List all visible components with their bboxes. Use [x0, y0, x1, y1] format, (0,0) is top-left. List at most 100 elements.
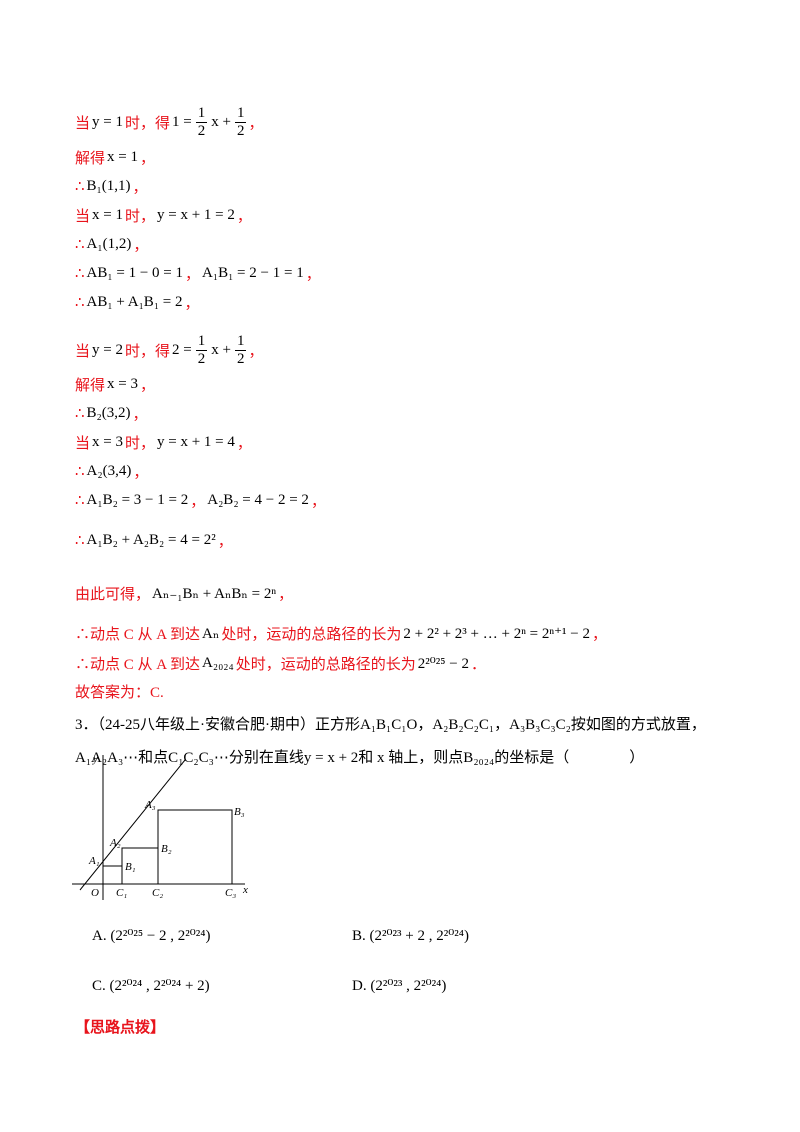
option: C. (2²⁰²⁴ , 2²⁰²⁴ + 2): [92, 978, 210, 994]
math: AB₁ = 1 − 0 = 1: [86, 265, 183, 281]
math: x = 1: [107, 149, 138, 165]
math: B₁(1,1): [86, 178, 131, 194]
denominator: 2: [236, 351, 245, 367]
text: ，: [132, 180, 148, 196]
text: 时，: [124, 209, 155, 225]
math: y = x + 1 = 2: [157, 207, 235, 223]
question-line: A₁A₂A₃⋯和点C₁C₂C₃⋯分别在直线y = x + 2和 x 轴上，则点B…: [75, 750, 645, 766]
text: ∴: [75, 533, 85, 549]
fig-label: B₂: [161, 843, 172, 855]
fig-label: A₃: [144, 799, 156, 811]
text: ，: [133, 465, 149, 481]
solution-line: ∴ A₁B₂ + A₂B₂ = 4 = 2²，: [75, 530, 233, 551]
text: ，: [248, 344, 264, 360]
solution-line: ∴ AB₁ = 1 − 0 = 1， A₁B₁ = 2 − 1 = 1，: [75, 263, 321, 284]
math: 1 =: [172, 114, 192, 130]
math: x = 3: [92, 434, 123, 450]
math: A₂B₂ = 4 − 2 = 2: [207, 492, 309, 508]
math: x +: [211, 342, 231, 358]
text: ，: [139, 151, 155, 167]
text: ，: [139, 378, 155, 394]
solution-line: ∴ B₁(1,1)，: [75, 176, 148, 197]
math: x = 3: [107, 376, 138, 392]
text: 由此可得，: [75, 587, 151, 603]
option: B. (2²⁰²³ + 2 , 2²⁰²⁴): [352, 928, 469, 944]
solution-line: 解得 x = 1，: [75, 147, 155, 168]
text: ∴: [75, 464, 85, 480]
figure: y x O A₁ A₂ A₃ B₁ B₂ B₃ C₁ C₂ C₃: [72, 753, 248, 900]
numerator: 1: [195, 333, 208, 351]
text: ∴动点 C 从 A 到达: [75, 627, 201, 643]
solution-line: 解得 x = 3，: [75, 374, 155, 395]
text: ．: [471, 657, 487, 673]
fig-label: y: [92, 753, 98, 765]
text: ，: [236, 436, 252, 452]
text: 当: [75, 436, 91, 452]
denominator: 2: [197, 351, 206, 367]
text: ，: [305, 267, 321, 283]
text: 时，得: [124, 344, 170, 360]
math: y = x + 1 = 4: [157, 434, 235, 450]
fig-label: A₂: [109, 837, 121, 849]
math: Aₙ: [202, 626, 220, 642]
fig-label: C₃: [225, 887, 236, 899]
text: ∴动点 C 从 A 到达: [75, 657, 201, 673]
text: 故答案为：C.: [75, 685, 164, 701]
math: Aₙ₋₁Bₙ + AₙBₙ = 2ⁿ: [152, 586, 277, 602]
text: ，: [236, 209, 252, 225]
solution-line: ∴动点 C 从 A 到达 A₂₀₂₄ 处时，运动的总路径的长为 2²⁰²⁵ − 2 ．: [75, 653, 486, 674]
solution-line: 由此可得， Aₙ₋₁Bₙ + AₙBₙ = 2ⁿ，: [75, 583, 293, 604]
fig-label: O: [91, 887, 99, 899]
fig-label: C₁: [116, 887, 127, 899]
math: AB₁ + A₁B₁ = 2: [86, 294, 183, 310]
text: 处时，运动的总路径的长为: [221, 627, 402, 643]
math: 2 =: [172, 342, 192, 358]
solution-line: ∴ A₂(3,4)，: [75, 461, 148, 482]
math: A₁B₂ + A₂B₂ = 4 = 2²: [86, 532, 216, 548]
math: A₁B₂ = 3 − 1 = 2: [86, 492, 189, 508]
text: ∴: [75, 406, 85, 422]
math: B₂(3,2): [86, 405, 131, 421]
text: ，: [217, 534, 233, 550]
text: ∴: [75, 237, 85, 253]
text: ，: [185, 267, 201, 283]
fig-label: C₂: [152, 887, 163, 899]
text: ，: [133, 238, 149, 254]
text: ，: [190, 494, 206, 510]
text: ∴: [75, 266, 85, 282]
option: A. (2²⁰²⁵ − 2 , 2²⁰²⁴): [92, 928, 211, 944]
math: x = 1: [92, 207, 123, 223]
text: ，: [132, 407, 148, 423]
fig-label: B₁: [125, 861, 136, 873]
denominator: 2: [197, 123, 206, 139]
solution-line: ∴ B₂(3,2)，: [75, 403, 148, 424]
question-line: 3．（24-25八年级上·安徽合肥·期中）正方形A₁B₁C₁O，A₂B₂C₂C₁…: [75, 717, 706, 733]
section-heading: 【思路点拨】: [75, 1020, 166, 1036]
text: ∴: [75, 179, 85, 195]
solution-line: ∴ AB₁ + A₁B₁ = 2，: [75, 292, 200, 313]
text: ，: [591, 627, 607, 643]
text: ，: [184, 296, 200, 312]
math: x +: [211, 114, 231, 130]
text: ，: [310, 494, 326, 510]
option: D. (2²⁰²³ , 2²⁰²⁴): [352, 978, 447, 994]
solution-line: ∴ A₁(1,2)，: [75, 234, 148, 255]
fig-label: B₃: [234, 806, 245, 818]
solution-line: 故答案为：C.: [75, 681, 164, 702]
text: 当: [75, 116, 91, 132]
text: 处时，运动的总路径的长为: [235, 657, 416, 673]
math: A₂₀₂₄: [202, 655, 234, 671]
text: 时，得: [124, 116, 170, 132]
math: A₁(1,2): [86, 236, 132, 252]
math: y = 1: [92, 114, 123, 130]
numerator: 1: [234, 333, 247, 351]
